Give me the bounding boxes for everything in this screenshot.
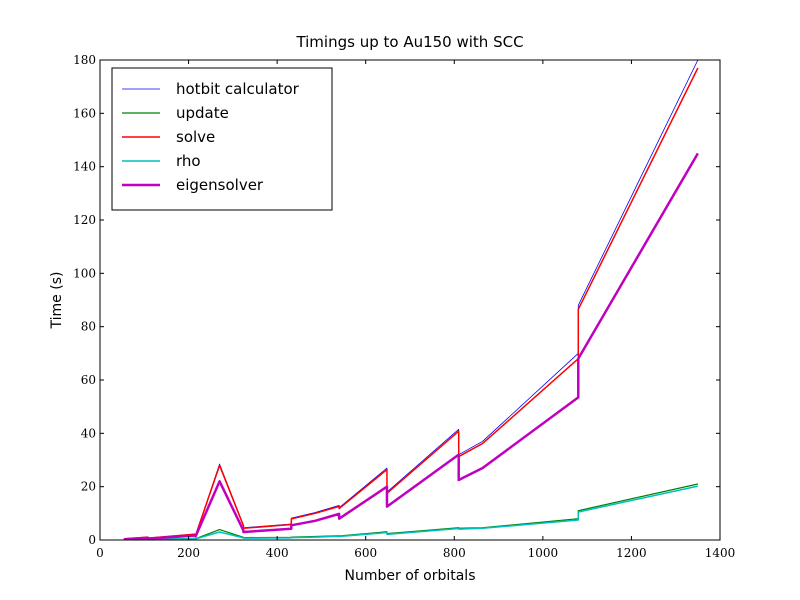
x-axis-label: Number of orbitals bbox=[345, 568, 476, 584]
y-tick-label: 160 bbox=[73, 106, 96, 120]
series-lines bbox=[123, 59, 699, 540]
x-tick-label: 600 bbox=[354, 546, 377, 560]
legend-label: solve bbox=[176, 128, 215, 146]
series-line-eigensolver bbox=[123, 152, 699, 540]
y-tick-label: 100 bbox=[73, 266, 96, 280]
legend: hotbit calculator update solve rho eigensolv… bbox=[111, 67, 333, 211]
x-tick-label: 0 bbox=[96, 546, 104, 560]
legend-label: update bbox=[176, 104, 229, 122]
y-axis-label: Time (s) bbox=[49, 272, 65, 330]
x-tick-label: 800 bbox=[443, 546, 466, 560]
y-tick-label: 40 bbox=[81, 426, 96, 440]
legend-box bbox=[111, 67, 333, 211]
y-tick-label: 80 bbox=[81, 320, 96, 334]
x-tick-label: 1000 bbox=[528, 546, 559, 560]
legend-label: hotbit calculator bbox=[176, 80, 300, 98]
y-tick-label: 20 bbox=[81, 480, 96, 494]
y-tick-label: 180 bbox=[73, 53, 96, 67]
x-tick-label: 1200 bbox=[616, 546, 647, 560]
plot-area: 0 200 400 600 800 1000 1200 1400 0 20 40 60 80 100 120… bbox=[73, 53, 735, 560]
legend-label: eigensolver bbox=[176, 176, 264, 194]
x-tick-label: 1400 bbox=[705, 546, 736, 560]
y-tick-label: 0 bbox=[88, 533, 96, 547]
axes-frame bbox=[99, 59, 721, 541]
y-tick-label: 140 bbox=[73, 160, 96, 174]
x-tick-label: 200 bbox=[177, 546, 200, 560]
legend-label: rho bbox=[176, 152, 201, 170]
x-tick-label: 400 bbox=[266, 546, 289, 560]
series-line-rho bbox=[123, 485, 699, 540]
y-tick-label: 120 bbox=[73, 213, 96, 227]
chart-title: Timings up to Au150 with SCC bbox=[295, 33, 523, 51]
y-tick-label: 60 bbox=[81, 373, 96, 387]
